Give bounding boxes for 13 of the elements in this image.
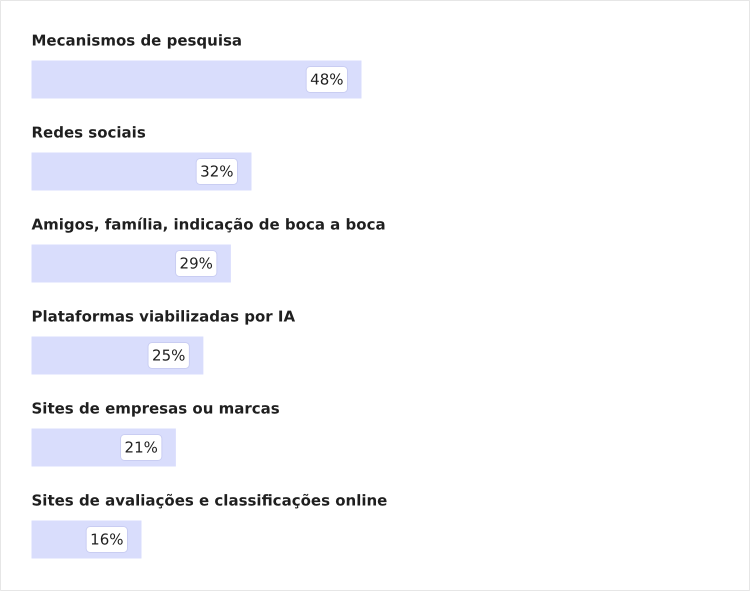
data-label: 32%: [200, 162, 234, 180]
y-tick-label: Sites de empresas ou marcas: [32, 400, 280, 418]
y-tick-label: Amigos, família, indicação de boca a boca: [32, 216, 386, 234]
y-tick-label: Sites de avaliações e classificações online: [32, 492, 388, 510]
bar: [32, 60, 362, 98]
y-tick-label: Redes sociais: [32, 124, 146, 142]
data-label: 21%: [124, 438, 158, 456]
data-label: 25%: [152, 346, 186, 364]
data-label: 29%: [180, 254, 213, 272]
data-label: 48%: [310, 70, 344, 88]
y-tick-label: Mecanismos de pesquisa: [32, 32, 242, 50]
y-tick-label: Plataformas viabilizadas por IA: [32, 308, 296, 326]
data-label: 16%: [90, 530, 124, 548]
